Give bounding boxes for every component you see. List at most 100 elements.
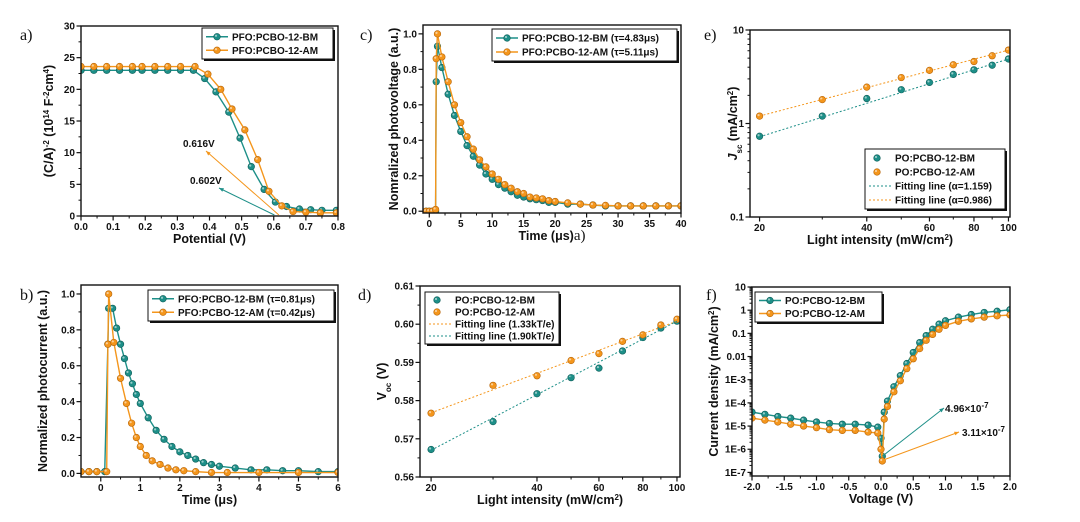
legend: PFO:PCBO-12-BM PFO:PCBO-12-AM bbox=[201, 27, 335, 61]
data-point bbox=[103, 62, 111, 71]
data-point-highlight bbox=[943, 318, 946, 321]
legend-marker-highlight bbox=[504, 35, 508, 39]
data-point bbox=[576, 200, 584, 208]
data-point bbox=[191, 62, 199, 71]
data-point-highlight bbox=[178, 64, 181, 67]
data-point-highlight bbox=[911, 350, 914, 353]
legend-marker bbox=[159, 295, 167, 303]
y-axis-label: Jsc (mA/cm2) bbox=[726, 87, 744, 161]
y-axis-label: Nomralized photovoltage (a.u.) bbox=[387, 28, 401, 211]
panel-label: c) bbox=[360, 27, 372, 44]
data-point-highlight bbox=[898, 378, 901, 381]
data-point-highlight bbox=[256, 470, 260, 473]
data-point-highlight bbox=[534, 373, 538, 376]
data-point-highlight bbox=[229, 106, 233, 110]
y-axis-label-part: oc bbox=[384, 382, 393, 392]
data-point-highlight bbox=[192, 64, 196, 67]
data-point-highlight bbox=[927, 68, 930, 71]
data-point-highlight bbox=[666, 203, 669, 207]
data-point bbox=[755, 132, 764, 140]
data-point-highlight bbox=[515, 189, 518, 192]
data-point bbox=[128, 419, 136, 427]
data-point-highlight bbox=[434, 56, 437, 59]
data-point-highlight bbox=[452, 102, 455, 105]
x-tick-label: 0 bbox=[427, 219, 433, 230]
data-point-highlight bbox=[157, 462, 161, 465]
data-point bbox=[980, 313, 988, 321]
series-pfo-pcbo-12-am-0-42-s- bbox=[81, 290, 338, 477]
data-point-highlight bbox=[521, 191, 524, 194]
data-point bbox=[302, 208, 310, 216]
data-point-highlight bbox=[596, 351, 600, 354]
y-tick-label: 0.4 bbox=[403, 136, 417, 147]
legend-marker bbox=[873, 168, 881, 176]
data-point bbox=[115, 62, 124, 71]
data-point-highlight bbox=[502, 182, 505, 185]
data-point-highlight bbox=[439, 54, 442, 58]
data-point bbox=[90, 62, 98, 71]
data-point bbox=[316, 209, 324, 216]
data-point-highlight bbox=[446, 92, 449, 95]
data-point bbox=[774, 418, 782, 426]
annotation: 0.616V bbox=[183, 139, 280, 216]
data-point-highlight bbox=[165, 465, 169, 469]
arrowhead-icon bbox=[954, 431, 959, 436]
annotation-label-part: 0.616V bbox=[183, 139, 215, 150]
annotation-label: 0.602V bbox=[190, 176, 222, 187]
data-point bbox=[551, 197, 559, 206]
data-point-highlight bbox=[553, 199, 556, 202]
plot-area bbox=[755, 46, 1010, 140]
legend-label: Fitting line (1.33kT/e) bbox=[455, 320, 554, 331]
data-point bbox=[314, 468, 322, 476]
x-axis-label: Time (μs) bbox=[182, 493, 237, 507]
data-point-highlight bbox=[165, 64, 168, 67]
data-point bbox=[825, 426, 834, 434]
data-point bbox=[112, 324, 121, 332]
data-point bbox=[787, 420, 795, 428]
data-point-highlight bbox=[917, 346, 920, 349]
data-point bbox=[120, 354, 129, 363]
legend-marker bbox=[159, 308, 167, 316]
data-point bbox=[469, 145, 477, 153]
data-point-highlight bbox=[255, 157, 258, 160]
x-tick-label: 0.5 bbox=[235, 222, 249, 233]
data-point-highlight bbox=[904, 366, 907, 369]
data-point bbox=[332, 209, 338, 216]
data-point bbox=[431, 205, 440, 213]
data-point-highlight bbox=[177, 449, 180, 452]
data-point bbox=[812, 424, 821, 432]
data-point-highlight bbox=[428, 447, 432, 450]
y-tick-label: 1E-7 bbox=[725, 468, 747, 479]
data-point bbox=[199, 459, 208, 467]
annotation-arrow bbox=[881, 407, 945, 457]
data-point bbox=[916, 344, 924, 353]
x-tick-label: -2.0 bbox=[743, 482, 761, 493]
data-point-highlight bbox=[891, 389, 895, 392]
data-point bbox=[851, 420, 859, 428]
data-point bbox=[463, 133, 471, 141]
panel-label: d) bbox=[358, 287, 371, 304]
data-point bbox=[664, 202, 673, 210]
data-point-highlight bbox=[924, 333, 927, 336]
data-point-highlight bbox=[124, 401, 127, 404]
data-point-highlight bbox=[951, 72, 954, 75]
data-point bbox=[601, 201, 610, 209]
y-tick-label: 1.0 bbox=[61, 289, 75, 300]
legend-entry: PO:PCBO-12-BM bbox=[433, 296, 535, 307]
data-point-highlight bbox=[658, 322, 661, 326]
data-point bbox=[148, 457, 156, 465]
data-point-highlight bbox=[424, 209, 427, 212]
data-point bbox=[787, 414, 795, 422]
y-tick-label: 0.59 bbox=[395, 358, 415, 369]
x-tick-label: 2.0 bbox=[1003, 482, 1017, 493]
data-point bbox=[874, 429, 882, 437]
data-point-highlight bbox=[483, 164, 487, 167]
data-point bbox=[880, 415, 888, 423]
legend-marker bbox=[766, 309, 774, 318]
data-point-highlight bbox=[173, 467, 176, 470]
data-point bbox=[799, 422, 808, 430]
data-point bbox=[105, 290, 113, 298]
y-tick-label: 0 bbox=[69, 212, 75, 223]
legend-box bbox=[424, 291, 560, 345]
